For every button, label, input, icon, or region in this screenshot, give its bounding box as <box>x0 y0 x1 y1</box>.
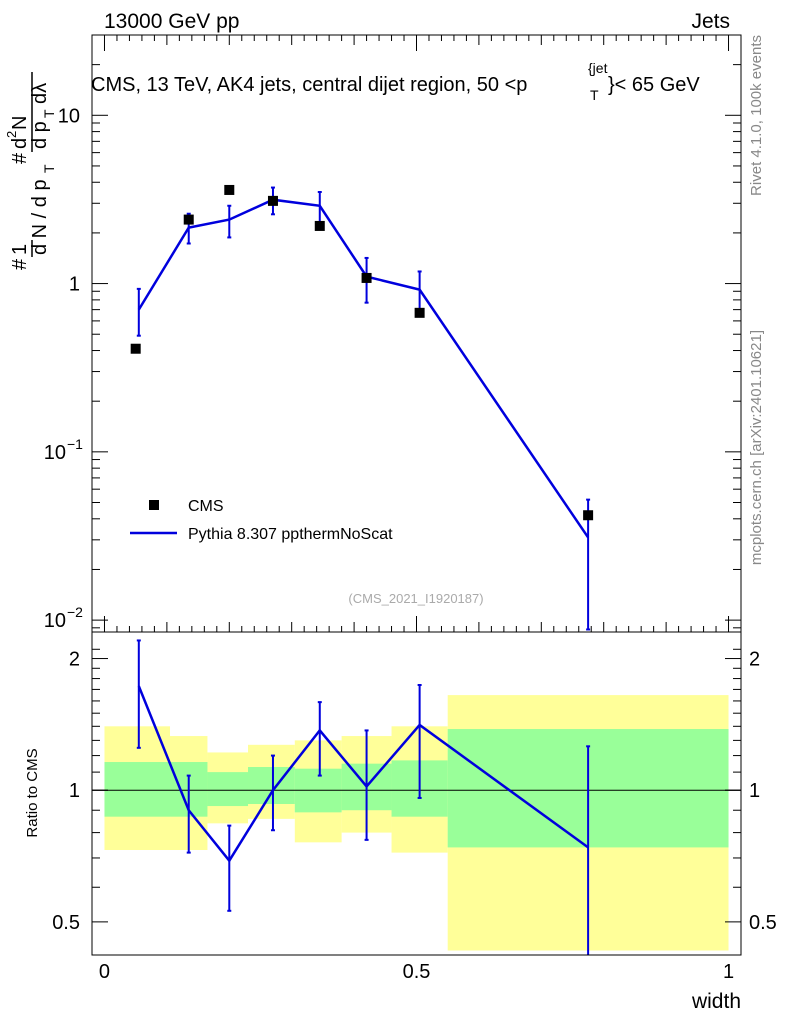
ratio-y-tick-label-right: 1 <box>749 780 760 802</box>
x-tick-labels: 0 0.5 1 <box>99 961 734 983</box>
main-y-tick-label: 10 <box>58 105 80 127</box>
svg-text:d: d <box>9 138 31 149</box>
main-y-axis-label: # 1 d N / d p T # d 2 N d p T dλ <box>4 72 57 270</box>
svg-text:2: 2 <box>4 131 19 138</box>
ratio-y-axis-label: Ratio to CMS <box>24 748 41 837</box>
cms-data-point <box>130 343 141 354</box>
ratio-y-tick-label: 0.5 <box>52 912 80 934</box>
x-tick-label: 1 <box>723 961 734 983</box>
ratio-mc-line <box>137 685 589 863</box>
main-y-tick-label: 1 <box>69 274 80 296</box>
chart-title-subscript: T <box>590 87 599 103</box>
chart-title-main: CMS, 13 TeV, AK4 jets, central dijet reg… <box>91 74 527 96</box>
legend: CMS Pythia 8.307 ppthermNoScat <box>130 498 393 543</box>
chart-title-end: }< 65 GeV <box>608 74 700 96</box>
cms-data-point <box>361 272 372 283</box>
svg-text:N: N <box>9 116 31 130</box>
svg-text:1: 1 <box>9 244 31 255</box>
cms-data-point <box>314 220 325 231</box>
data-series-group <box>130 184 594 521</box>
mc-line <box>137 198 590 539</box>
main-plot-frame <box>92 35 741 632</box>
side-label-rivet: Rivet 4.1.0, 100k events <box>748 35 765 196</box>
main-y-tick-label-exponent: −1 <box>67 436 83 452</box>
ratio-y-tick-label: 2 <box>69 649 80 671</box>
header-right-label: Jets <box>691 10 730 33</box>
ratio-tick-marks <box>92 648 741 923</box>
ratio-panel: 0.5 0.51 12 2 0 0.5 1 Ratio to CMS width <box>24 631 777 1013</box>
ratio-y-tick-label: 1 <box>69 780 80 802</box>
svg-text:d p: d p <box>29 121 51 149</box>
main-y-tick-label: 10 <box>44 442 66 464</box>
chart-title-superscript: {jet <box>588 60 608 76</box>
ratio-mc-series <box>136 639 591 955</box>
chart-title: CMS, 13 TeV, AK4 jets, central dijet reg… <box>91 74 527 96</box>
side-label-mcplots: mcplots.cern.ch [arXiv:2401.10621] <box>748 330 765 565</box>
main-watermark: (CMS_2021_I1920187) <box>348 591 483 606</box>
ratio-y-tick-labels: 0.5 0.5 1 1 2 2 <box>52 649 777 934</box>
cms-data-point <box>267 195 278 206</box>
ratio-y-tick-label-right: 2 <box>749 649 760 671</box>
ratio-band-green <box>207 772 249 807</box>
cms-data-point <box>183 214 194 225</box>
x-tick-label: 0.5 <box>403 961 431 983</box>
legend-marker-cms <box>149 500 159 510</box>
x-tick-label: 0 <box>99 961 110 983</box>
main-y-tick-label-exponent: −2 <box>67 604 83 620</box>
header-left-label: 13000 GeV pp <box>104 10 239 33</box>
legend-label-cms: CMS <box>188 498 224 515</box>
cms-data-point <box>224 184 235 195</box>
svg-text:d N / d p: d N / d p <box>29 179 51 255</box>
svg-text:dλ: dλ <box>29 83 51 104</box>
ratio-y-tick-label-right: 0.5 <box>749 912 777 934</box>
svg-text:T: T <box>41 164 57 173</box>
main-y-tick-label: 10 <box>44 610 66 632</box>
legend-label-pythia: Pythia 8.307 ppthermNoScat <box>188 526 393 543</box>
svg-text:#: # <box>9 152 31 164</box>
svg-text:#: # <box>9 258 31 270</box>
svg-text:T: T <box>41 109 57 118</box>
x-axis-label: width <box>691 990 741 1013</box>
cms-data-point <box>583 510 594 521</box>
cms-data-point <box>414 307 425 318</box>
ratio-band-green <box>104 762 171 817</box>
